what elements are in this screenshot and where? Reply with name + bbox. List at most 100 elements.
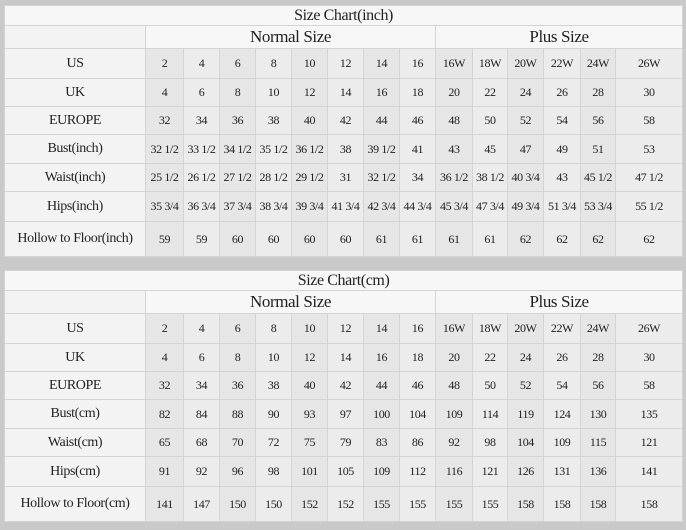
size-cell: 26 1/2 xyxy=(183,163,220,192)
size-cell: 88 xyxy=(219,399,256,429)
size-cell: 41 3/4 xyxy=(327,191,364,222)
size-cell: 60 xyxy=(291,221,328,257)
size-cell: 60 xyxy=(219,221,256,257)
size-cell: 61 xyxy=(399,221,436,257)
size-cell: 39 1/2 xyxy=(363,134,400,164)
row-label: Bust(cm) xyxy=(4,399,146,429)
size-cell: 14 xyxy=(327,78,364,107)
size-cell: 8 xyxy=(255,313,292,344)
size-cell: 126 xyxy=(507,456,544,487)
size-cell: 34 xyxy=(183,106,220,135)
size-cell: 10 xyxy=(291,48,328,79)
size-cell: 40 xyxy=(291,106,328,135)
size-cell: 54 xyxy=(543,106,581,135)
size-row: Waist(cm) 65 68 70 72 75 79 83 86 92 98 104 109 115 12… xyxy=(4,428,684,457)
size-cell: 130 xyxy=(580,399,616,429)
size-row: Bust(cm) 82 84 88 90 93 97 100 104 109 114 119 124 13… xyxy=(4,399,684,429)
size-cell: 59 xyxy=(183,221,220,257)
size-cell: 34 1/2 xyxy=(219,134,256,164)
size-cell: 155 xyxy=(399,486,436,522)
size-cell: 30 xyxy=(614,343,684,372)
size-cell: 53 3/4 xyxy=(580,191,616,222)
size-cell: 26 xyxy=(543,78,581,107)
size-cell: 6 xyxy=(219,313,256,344)
row-label: EUROPE xyxy=(4,106,146,135)
size-cell: 6 xyxy=(183,343,220,372)
size-cell: 39 3/4 xyxy=(291,191,328,222)
size-cell: 22 xyxy=(472,343,508,372)
size-cell: 91 xyxy=(145,456,184,487)
size-cell: 51 xyxy=(580,134,616,164)
size-cell: 38 1/2 xyxy=(472,163,508,192)
title-row: Size Chart(cm) xyxy=(3,270,684,291)
size-cell: 104 xyxy=(399,399,436,429)
size-cell: 61 xyxy=(472,221,508,257)
size-cell: 36 1/2 xyxy=(291,134,328,164)
size-cell: 10 xyxy=(255,343,292,372)
size-cell: 49 3/4 xyxy=(507,191,544,222)
size-cell: 43 xyxy=(543,163,581,192)
size-row: Hips(inch) 35 3/4 36 3/4 37 3/4 38 3/4 39 3/4… xyxy=(4,191,684,222)
size-cell: 147 xyxy=(183,486,220,522)
size-cell: 48 xyxy=(435,106,473,135)
size-cell: 16 xyxy=(363,343,400,372)
size-chart-inch: Size Chart(inch) Normal Size Plus Size US 2 4… xyxy=(3,5,684,257)
size-row: EUROPE 32 34 36 38 40 42 44 46 48 50 52 54 56 58 xyxy=(4,371,684,400)
size-cell: 141 xyxy=(614,456,684,487)
size-cell: 58 xyxy=(614,371,684,400)
size-cell: 119 xyxy=(507,399,544,429)
size-cell: 29 1/2 xyxy=(291,163,328,192)
size-cell: 150 xyxy=(219,486,256,522)
size-cell: 121 xyxy=(614,428,684,457)
size-cell: 12 xyxy=(291,78,328,107)
size-cell: 20 xyxy=(435,78,473,107)
size-row: Hollow to Floor(inch) 59 59 60 60 60 60 61 61 61 6… xyxy=(4,221,684,257)
size-cell: 12 xyxy=(291,343,328,372)
size-cell: 56 xyxy=(580,371,616,400)
size-cell: 62 xyxy=(580,221,616,257)
size-cell: 26W xyxy=(614,48,684,79)
size-cell: 84 xyxy=(183,399,220,429)
row-label: EUROPE xyxy=(4,371,146,400)
size-cell: 136 xyxy=(580,456,616,487)
size-cell: 16 xyxy=(399,313,436,344)
size-cell: 8 xyxy=(219,343,256,372)
size-cell: 33 1/2 xyxy=(183,134,220,164)
size-cell: 68 xyxy=(183,428,220,457)
normal-size-header: Normal Size xyxy=(145,290,436,314)
size-cell: 114 xyxy=(472,399,508,429)
size-cell: 116 xyxy=(435,456,473,487)
size-cell: 75 xyxy=(291,428,328,457)
normal-size-header: Normal Size xyxy=(145,25,436,49)
size-cell: 38 xyxy=(255,371,292,400)
size-cell: 152 xyxy=(327,486,364,522)
row-label: Waist(cm) xyxy=(4,428,146,457)
size-cell: 109 xyxy=(363,456,400,487)
size-cell: 30 xyxy=(614,78,684,107)
size-cell: 158 xyxy=(614,486,684,522)
size-cell: 2 xyxy=(145,48,184,79)
size-cell: 155 xyxy=(435,486,473,522)
size-cell: 50 xyxy=(472,106,508,135)
size-cell: 40 3/4 xyxy=(507,163,544,192)
row-label: UK xyxy=(4,343,146,372)
size-cell: 62 xyxy=(507,221,544,257)
size-cell: 92 xyxy=(183,456,220,487)
size-cell: 18W xyxy=(472,313,508,344)
size-cell: 42 xyxy=(327,106,364,135)
size-cell: 115 xyxy=(580,428,616,457)
size-cell: 47 xyxy=(507,134,544,164)
size-cell: 38 xyxy=(327,134,364,164)
size-cell: 98 xyxy=(472,428,508,457)
size-cell: 72 xyxy=(255,428,292,457)
size-row: UK 4 6 8 10 12 14 16 18 20 22 24 26 28 30 xyxy=(4,78,684,107)
plus-size-header: Plus Size xyxy=(434,290,684,314)
size-cell: 60 xyxy=(255,221,292,257)
size-cell: 112 xyxy=(399,456,436,487)
size-cell: 121 xyxy=(472,456,508,487)
size-cell: 41 xyxy=(399,134,436,164)
size-row: US 2 4 6 8 10 12 14 16 16W 18W 20W 22W 24W 26W xyxy=(4,313,684,344)
size-cell: 18 xyxy=(399,78,436,107)
size-cell: 20 xyxy=(435,343,473,372)
size-cell: 45 xyxy=(472,134,508,164)
